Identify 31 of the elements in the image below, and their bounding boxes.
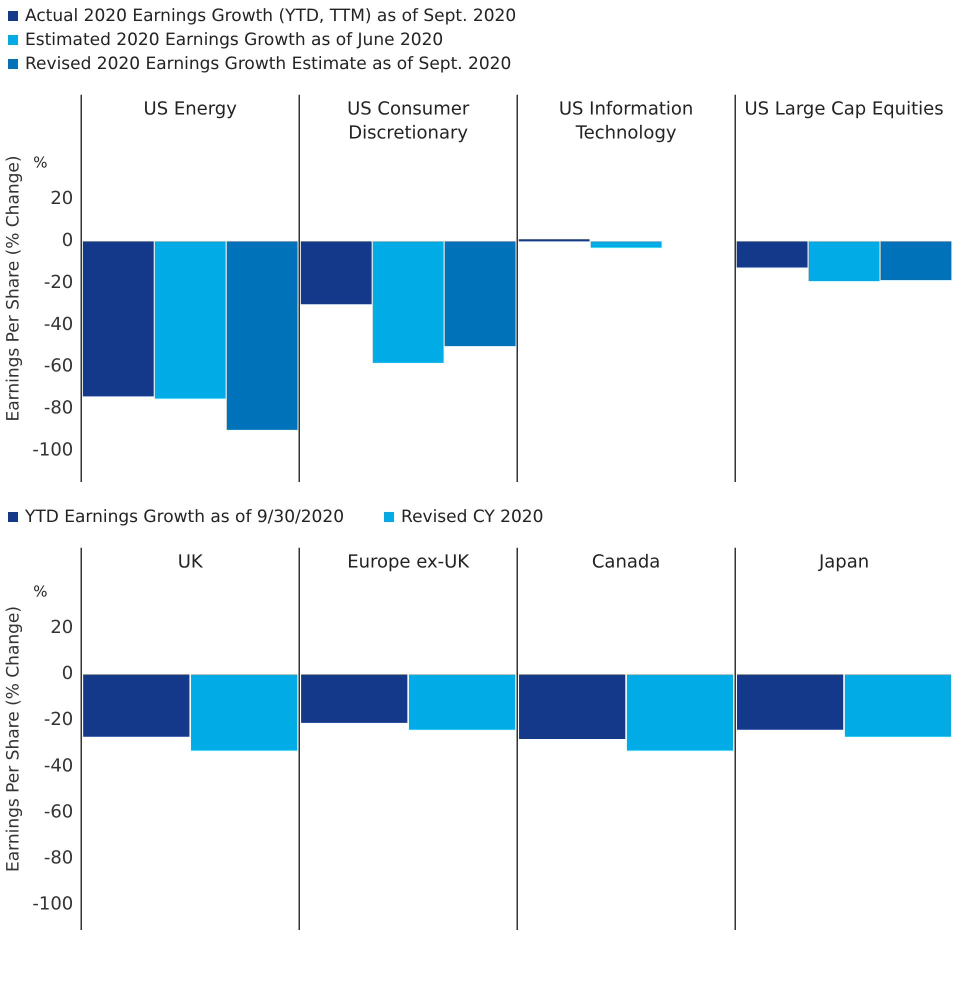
- legend-label: Estimated 2020 Earnings Growth as of June 2020: [25, 30, 444, 50]
- x-tick-label: US Information Technology: [558, 98, 694, 144]
- y-tick-label: -40: [44, 755, 74, 776]
- y-tick-label: -100: [32, 439, 74, 460]
- legend-label: YTD Earnings Growth as of 9/30/2020: [25, 507, 344, 527]
- y-tick-label: 20: [50, 188, 74, 210]
- y-axis-title: Earnings Per Share (% Change): [4, 606, 24, 872]
- legend-label: Revised 2020 Earnings Growth Estimate as of Sept. 2020: [25, 54, 512, 74]
- legend-label: Revised CY 2020: [401, 507, 544, 527]
- y-tick-label: 20: [50, 617, 74, 638]
- y-tick-label: -20: [44, 709, 74, 730]
- x-tick-label: Europe ex-UK: [347, 551, 470, 572]
- legend-label: Actual 2020 Earnings Growth (YTD, TTM) as of Sept. 2020: [25, 6, 516, 26]
- x-tick-label: US Energy: [144, 98, 238, 120]
- y-axis-title: Earnings Per Share (% Change): [4, 155, 24, 422]
- y-tick-label: -20: [44, 272, 74, 293]
- y-tick-label: -80: [44, 847, 74, 868]
- y-tick-label: 0: [62, 230, 74, 252]
- x-tick-label: Japan: [818, 551, 870, 572]
- x-tick-label: UK: [178, 551, 204, 572]
- y-tick-label: -60: [44, 801, 74, 822]
- text: %: [33, 582, 48, 600]
- y-tick-label: -40: [44, 314, 74, 335]
- y-tick-label: -60: [44, 356, 74, 377]
- x-tick-label: US Consumer Discretionary: [347, 98, 470, 144]
- x-tick-label: US Large Cap Equities: [744, 98, 944, 120]
- text: %: [33, 153, 48, 172]
- x-tick-label: Canada: [592, 551, 660, 572]
- y-tick-label: 0: [62, 663, 74, 684]
- y-tick-label: -80: [44, 398, 74, 419]
- y-tick-label: -100: [32, 894, 74, 915]
